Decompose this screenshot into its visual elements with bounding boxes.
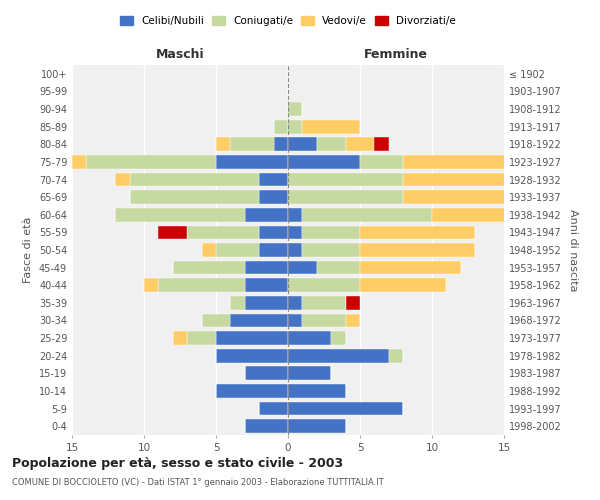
Bar xyxy=(590,190,600,204)
Bar xyxy=(302,296,346,310)
Bar xyxy=(245,260,288,274)
Bar xyxy=(302,314,346,328)
Bar xyxy=(288,138,317,151)
Bar xyxy=(245,208,288,222)
Text: Maschi: Maschi xyxy=(155,48,205,62)
Bar xyxy=(302,226,360,239)
Bar xyxy=(288,102,302,116)
Bar xyxy=(230,138,274,151)
Bar xyxy=(216,243,259,257)
Bar xyxy=(230,296,245,310)
Bar xyxy=(288,402,403,415)
Bar xyxy=(346,296,360,310)
Bar xyxy=(288,420,346,433)
Bar xyxy=(288,155,360,169)
Bar xyxy=(202,314,230,328)
Text: COMUNE DI BOCCIOLETO (VC) - Dati ISTAT 1° gennaio 2003 - Elaborazione TUTTITALIA: COMUNE DI BOCCIOLETO (VC) - Dati ISTAT 1… xyxy=(12,478,384,487)
Bar xyxy=(173,331,187,345)
Bar xyxy=(403,190,590,204)
Bar xyxy=(130,190,259,204)
Bar xyxy=(202,243,216,257)
Bar xyxy=(288,331,331,345)
Bar xyxy=(245,296,288,310)
Bar xyxy=(288,190,403,204)
Bar xyxy=(288,314,302,328)
Bar xyxy=(230,314,288,328)
Bar xyxy=(72,155,86,169)
Y-axis label: Fasce di età: Fasce di età xyxy=(23,217,33,283)
Bar xyxy=(346,138,374,151)
Bar xyxy=(130,172,259,186)
Bar xyxy=(173,260,245,274)
Bar xyxy=(288,296,302,310)
Bar xyxy=(288,384,346,398)
Bar xyxy=(360,260,461,274)
Bar xyxy=(346,314,360,328)
Bar xyxy=(288,243,302,257)
Bar xyxy=(216,138,230,151)
Bar xyxy=(403,172,562,186)
Bar xyxy=(259,190,288,204)
Bar xyxy=(374,138,389,151)
Bar xyxy=(259,226,288,239)
Bar xyxy=(331,331,346,345)
Bar xyxy=(302,208,432,222)
Bar xyxy=(144,278,158,292)
Bar xyxy=(288,260,317,274)
Bar xyxy=(288,278,360,292)
Bar xyxy=(187,226,259,239)
Bar xyxy=(115,172,130,186)
Bar xyxy=(360,155,403,169)
Legend: Celibi/Nubili, Coniugati/e, Vedovi/e, Divorziati/e: Celibi/Nubili, Coniugati/e, Vedovi/e, Di… xyxy=(117,13,459,30)
Bar xyxy=(259,172,288,186)
Bar xyxy=(158,226,187,239)
Bar xyxy=(389,349,403,362)
Bar xyxy=(245,278,288,292)
Bar xyxy=(288,226,302,239)
Bar xyxy=(216,331,288,345)
Y-axis label: Anni di nascita: Anni di nascita xyxy=(568,209,578,291)
Bar xyxy=(403,155,600,169)
Bar xyxy=(288,208,302,222)
Bar xyxy=(288,366,331,380)
Bar xyxy=(288,349,389,362)
Text: Popolazione per età, sesso e stato civile - 2003: Popolazione per età, sesso e stato civil… xyxy=(12,458,343,470)
Bar xyxy=(86,155,216,169)
Bar xyxy=(245,366,288,380)
Bar xyxy=(288,120,302,134)
Bar xyxy=(259,243,288,257)
Bar xyxy=(216,349,288,362)
Bar xyxy=(115,208,245,222)
Bar xyxy=(187,331,216,345)
Bar xyxy=(302,120,360,134)
Bar xyxy=(360,243,475,257)
Text: Femmine: Femmine xyxy=(364,48,428,62)
Bar xyxy=(259,402,288,415)
Bar xyxy=(432,208,600,222)
Bar xyxy=(302,243,360,257)
Bar xyxy=(317,138,346,151)
Bar xyxy=(317,260,360,274)
Bar xyxy=(288,172,403,186)
Bar xyxy=(360,278,446,292)
Bar xyxy=(216,384,288,398)
Bar xyxy=(216,155,288,169)
Bar xyxy=(360,226,475,239)
Bar xyxy=(274,138,288,151)
Bar xyxy=(274,120,288,134)
Bar xyxy=(158,278,245,292)
Bar xyxy=(245,420,288,433)
